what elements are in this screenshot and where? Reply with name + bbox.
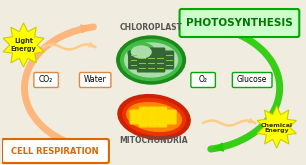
Ellipse shape: [132, 46, 151, 58]
Text: Water: Water: [84, 76, 106, 84]
Ellipse shape: [117, 36, 185, 84]
Text: Glucose: Glucose: [237, 76, 267, 84]
FancyBboxPatch shape: [155, 48, 165, 72]
Ellipse shape: [128, 43, 155, 61]
FancyBboxPatch shape: [164, 51, 174, 69]
Text: CHLOROPLAST: CHLOROPLAST: [120, 23, 183, 32]
FancyBboxPatch shape: [130, 110, 139, 124]
FancyBboxPatch shape: [2, 139, 109, 163]
Ellipse shape: [127, 103, 181, 131]
Text: CELL RESPIRATION: CELL RESPIRATION: [11, 147, 99, 155]
Ellipse shape: [123, 99, 185, 135]
Text: PHOTOSYNTHESIS: PHOTOSYNTHESIS: [186, 18, 293, 28]
Ellipse shape: [125, 43, 177, 77]
FancyBboxPatch shape: [232, 72, 272, 87]
Ellipse shape: [118, 95, 190, 139]
Text: MITOCHONDRIA: MITOCHONDRIA: [120, 136, 188, 145]
FancyBboxPatch shape: [191, 72, 215, 87]
FancyBboxPatch shape: [146, 48, 156, 72]
Polygon shape: [3, 23, 44, 67]
FancyBboxPatch shape: [129, 51, 138, 69]
FancyBboxPatch shape: [167, 110, 176, 124]
Text: Chemical
Energy: Chemical Energy: [261, 123, 293, 133]
FancyBboxPatch shape: [149, 107, 157, 127]
FancyBboxPatch shape: [180, 9, 299, 37]
Ellipse shape: [121, 39, 181, 81]
FancyBboxPatch shape: [138, 48, 147, 72]
Text: Light
Energy: Light Energy: [11, 38, 36, 51]
FancyBboxPatch shape: [158, 107, 166, 127]
FancyBboxPatch shape: [80, 72, 111, 87]
Text: O₂: O₂: [199, 76, 207, 84]
Polygon shape: [257, 106, 296, 148]
FancyBboxPatch shape: [140, 107, 148, 127]
FancyBboxPatch shape: [34, 72, 58, 87]
Text: CO₂: CO₂: [39, 76, 53, 84]
